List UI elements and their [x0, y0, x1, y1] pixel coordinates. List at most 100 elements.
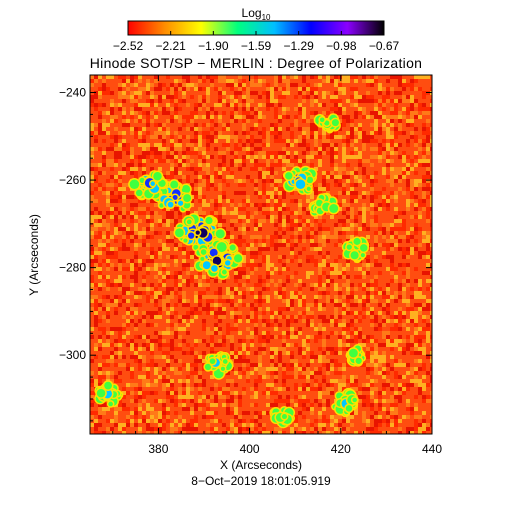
speckle-cell	[394, 215, 398, 219]
speckle-cell	[254, 363, 258, 367]
speckle-cell	[182, 87, 186, 91]
speckle-cell	[110, 247, 114, 251]
plage-core	[205, 216, 213, 225]
speckle-cell	[310, 403, 314, 407]
speckle-cell	[398, 419, 402, 423]
speckle-cell	[226, 295, 230, 299]
speckle-cell	[334, 303, 338, 307]
speckle-cell	[358, 399, 362, 403]
speckle-cell	[354, 275, 358, 279]
speckle-cell	[222, 195, 226, 199]
speckle-cell	[146, 243, 150, 247]
speckle-cell	[194, 315, 198, 319]
speckle-cell	[142, 143, 146, 147]
speckle-cell	[282, 223, 286, 227]
speckle-cell	[282, 215, 286, 219]
speckle-cell	[358, 395, 362, 399]
speckle-cell	[118, 287, 122, 291]
speckle-cell	[318, 263, 322, 267]
speckle-cell	[366, 263, 370, 267]
speckle-cell	[170, 399, 174, 403]
speckle-cell	[378, 407, 382, 411]
speckle-cell	[314, 143, 318, 147]
speckle-cell	[234, 99, 238, 103]
speckle-cell	[430, 199, 432, 203]
speckle-cell	[290, 159, 294, 163]
speckle-cell	[98, 283, 102, 287]
speckle-cell	[174, 283, 178, 287]
speckle-cell	[322, 423, 326, 427]
speckle-cell	[406, 407, 410, 411]
speckle-cell	[214, 103, 218, 107]
speckle-cell	[234, 415, 238, 419]
speckle-cell	[214, 187, 218, 191]
speckle-cell	[254, 427, 258, 431]
speckle-cell	[426, 183, 430, 187]
speckle-cell	[166, 147, 170, 151]
speckle-cell	[98, 103, 102, 107]
speckle-cell	[102, 83, 106, 87]
speckle-cell	[322, 271, 326, 275]
speckle-cell	[298, 375, 302, 379]
speckle-cell	[426, 303, 430, 307]
speckle-cell	[374, 291, 378, 295]
speckle-cell	[430, 391, 432, 395]
speckle-cell	[362, 295, 366, 299]
speckle-cell	[182, 315, 186, 319]
speckle-cell	[398, 327, 402, 331]
speckle-cell	[110, 379, 114, 383]
speckle-cell	[390, 231, 394, 235]
speckle-cell	[142, 343, 146, 347]
speckle-cell	[258, 375, 262, 379]
speckle-cell	[230, 419, 234, 423]
speckle-cell	[222, 299, 226, 303]
speckle-cell	[102, 247, 106, 251]
speckle-cell	[386, 255, 390, 259]
speckle-cell	[118, 147, 122, 151]
speckle-cell	[346, 347, 350, 351]
speckle-cell	[306, 87, 310, 91]
speckle-cell	[330, 107, 334, 111]
speckle-cell	[382, 107, 386, 111]
speckle-cell	[102, 275, 106, 279]
speckle-cell	[114, 347, 118, 351]
speckle-cell	[154, 155, 158, 159]
speckle-cell	[422, 251, 426, 255]
speckle-cell	[310, 123, 314, 127]
speckle-cell	[90, 391, 94, 395]
speckle-cell	[278, 287, 282, 291]
speckle-cell	[210, 179, 214, 183]
speckle-cell	[398, 383, 402, 387]
speckle-cell	[342, 147, 346, 151]
speckle-cell	[394, 375, 398, 379]
speckle-cell	[250, 255, 254, 259]
speckle-cell	[178, 287, 182, 291]
speckle-cell	[206, 331, 210, 335]
speckle-cell	[94, 311, 98, 315]
speckle-cell	[342, 107, 346, 111]
speckle-cell	[274, 99, 278, 103]
speckle-cell	[154, 383, 158, 387]
plage-core	[360, 253, 365, 258]
speckle-cell	[426, 327, 430, 331]
speckle-cell	[342, 427, 346, 431]
speckle-cell	[326, 79, 330, 83]
speckle-cell	[266, 99, 270, 103]
speckle-cell	[342, 183, 346, 187]
speckle-cell	[326, 227, 330, 231]
speckle-cell	[342, 307, 346, 311]
speckle-cell	[430, 203, 432, 207]
speckle-cell	[394, 115, 398, 119]
speckle-cell	[394, 103, 398, 107]
speckle-cell	[194, 259, 198, 263]
speckle-cell	[230, 399, 234, 403]
speckle-cell	[306, 335, 310, 339]
speckle-cell	[422, 175, 426, 179]
speckle-cell	[414, 207, 418, 211]
speckle-cell	[258, 243, 262, 247]
speckle-cell	[242, 371, 246, 375]
speckle-cell	[110, 211, 114, 215]
speckle-cell	[106, 427, 110, 431]
speckle-cell	[342, 199, 346, 203]
speckle-cell	[138, 291, 142, 295]
